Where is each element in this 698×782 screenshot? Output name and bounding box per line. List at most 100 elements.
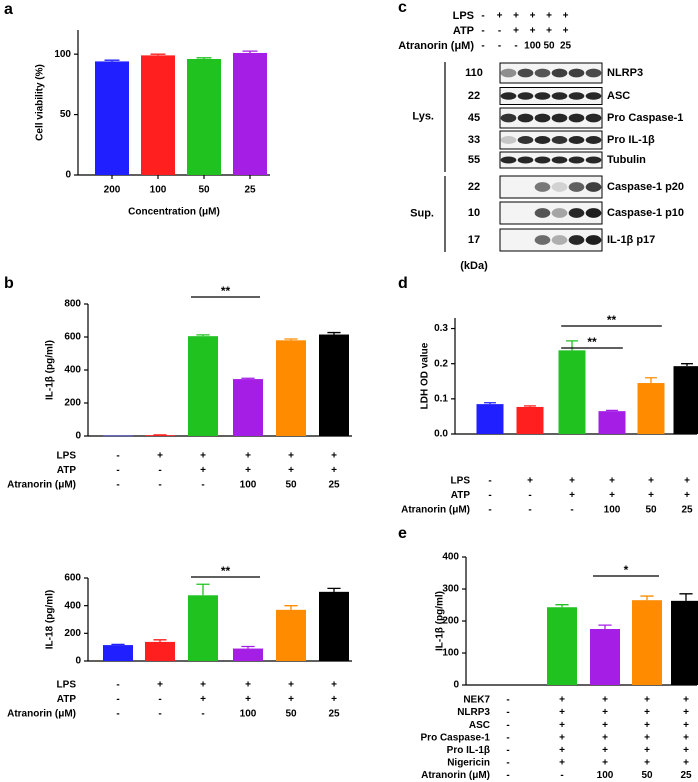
blot-band	[534, 208, 551, 218]
condition-value: 100	[240, 480, 257, 491]
condition-name: Atranorin (μM)	[7, 480, 76, 491]
condition-value: +	[559, 745, 565, 756]
error-bar	[679, 593, 693, 601]
condition-value: +	[602, 695, 608, 706]
band-name: ASC	[607, 90, 630, 102]
condition-value: 100	[240, 709, 257, 720]
band-name: Pro Caspase-1	[607, 112, 683, 124]
condition-value: +	[157, 451, 163, 462]
condition-value: +	[331, 680, 337, 691]
condition-value: +	[644, 720, 650, 731]
blot-band	[534, 182, 551, 192]
bar	[103, 645, 133, 661]
condition-value: +	[200, 694, 206, 705]
condition-value: +	[559, 707, 565, 718]
bar	[671, 600, 698, 685]
blot-band	[534, 113, 551, 123]
y-tick-label: 0.0	[434, 429, 448, 440]
bar	[145, 641, 175, 661]
bar	[547, 607, 577, 685]
bar	[319, 591, 349, 661]
condition-value: -	[506, 745, 509, 756]
blot-band	[585, 113, 602, 123]
condition-value: +	[331, 694, 337, 705]
bar	[188, 336, 218, 436]
blot-band	[585, 182, 602, 192]
condition-name: ATP	[451, 490, 471, 501]
bar	[95, 61, 129, 175]
condition-value: 50	[641, 770, 653, 781]
panel-label: b	[4, 275, 14, 292]
error-bar	[484, 402, 496, 405]
condition-value: +	[644, 695, 650, 706]
condition-value: +	[559, 758, 565, 769]
blot-header-value: +	[563, 11, 569, 22]
condition-name: LPS	[57, 451, 77, 462]
blot-band	[568, 156, 585, 164]
error-bar	[104, 59, 120, 62]
condition-name: Pro Caspase-1	[421, 732, 491, 743]
blot-band	[568, 113, 585, 123]
blot-band	[568, 136, 585, 144]
blot-header-name: Atranorin (μM)	[398, 40, 474, 52]
band-name: Pro IL-1β	[607, 134, 655, 146]
blot-header-value: +	[563, 26, 569, 37]
bar	[276, 609, 306, 661]
group-name: Lys.	[412, 110, 434, 122]
x-axis-label: Concentration (μM)	[128, 207, 220, 218]
condition-name: LPS	[451, 476, 471, 487]
blot-band	[500, 136, 517, 144]
error-bar	[645, 377, 657, 384]
condition-value: +	[331, 465, 337, 476]
condition-name: Atranorin (μM)	[421, 770, 490, 781]
band-kda: 45	[468, 112, 480, 124]
condition-name: Nigericin	[447, 758, 490, 769]
condition-value: +	[569, 476, 575, 487]
condition-value: -	[488, 505, 491, 516]
bar	[141, 55, 175, 175]
blot-header-value: +	[513, 26, 519, 37]
y-tick-label: 0	[453, 680, 459, 691]
y-tick-label: 0.2	[434, 358, 448, 369]
condition-value: 100	[604, 505, 621, 516]
condition-value: +	[559, 732, 565, 743]
y-tick-label: 0	[65, 170, 71, 181]
band-name: Caspase-1 p10	[607, 207, 684, 219]
error-bar	[327, 587, 341, 592]
band-kda: 33	[468, 134, 480, 146]
blot-frame	[499, 151, 603, 169]
error-bar	[555, 604, 569, 608]
panel-label: d	[398, 275, 408, 292]
condition-value: +	[245, 694, 251, 705]
y-axis-label: LDH OD value	[420, 342, 431, 409]
condition-value: -	[158, 709, 161, 720]
condition-value: -	[158, 480, 161, 491]
condition-value: +	[602, 707, 608, 718]
condition-value: 50	[285, 709, 297, 720]
condition-value: -	[488, 490, 491, 501]
panel-label: a	[4, 1, 13, 18]
band-name: IL-1β p17	[607, 234, 655, 246]
blot-header-value: 25	[560, 41, 572, 52]
band-kda: 55	[468, 154, 480, 166]
band-name: NLRP3	[607, 67, 643, 79]
blot-band	[551, 235, 568, 245]
condition-value: 25	[328, 709, 340, 720]
blot-band	[534, 136, 551, 144]
blot-header-value: +	[513, 11, 519, 22]
x-tick-label: 200	[104, 185, 121, 196]
condition-value: -	[116, 465, 119, 476]
condition-value: 50	[645, 505, 657, 516]
y-tick-label: 400	[442, 552, 459, 563]
x-tick-label: 100	[150, 185, 167, 196]
significance-label: **	[587, 335, 597, 349]
blot-frame	[499, 201, 603, 225]
y-tick-label: 0	[75, 656, 81, 667]
condition-value: +	[559, 720, 565, 731]
bar	[233, 379, 263, 436]
band-name: Caspase-1 p20	[607, 181, 684, 193]
bar	[187, 59, 221, 175]
condition-value: +	[644, 745, 650, 756]
condition-value: +	[683, 758, 689, 769]
blot-band	[500, 156, 517, 164]
